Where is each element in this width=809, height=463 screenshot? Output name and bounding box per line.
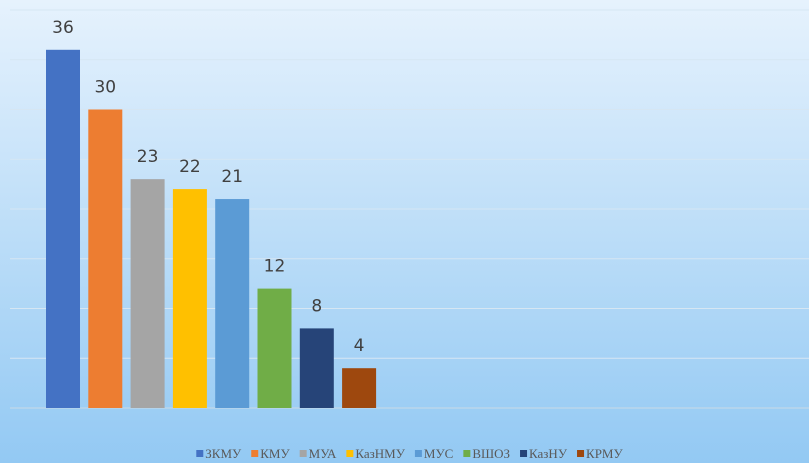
data-label: 21 bbox=[221, 167, 243, 187]
legend-swatch bbox=[251, 450, 259, 457]
data-label: 8 bbox=[311, 296, 322, 316]
bar bbox=[299, 328, 334, 408]
bar bbox=[257, 288, 292, 408]
data-label: 36 bbox=[52, 18, 74, 38]
legend-label: МУА bbox=[309, 446, 337, 461]
bar bbox=[215, 199, 250, 408]
legend-label: ЗКМУ bbox=[205, 446, 242, 461]
legend-swatch bbox=[196, 450, 204, 457]
legend-label: КРМУ bbox=[586, 446, 623, 461]
legend-swatch bbox=[346, 450, 354, 457]
data-label: 12 bbox=[264, 257, 286, 277]
legend-swatch bbox=[520, 450, 528, 457]
legend-label: КазНУ bbox=[529, 446, 568, 461]
legend-swatch bbox=[463, 450, 471, 457]
legend-swatch bbox=[299, 450, 307, 457]
data-label: 4 bbox=[354, 336, 365, 356]
bar bbox=[342, 368, 377, 408]
legend-label: КМУ bbox=[260, 446, 290, 461]
bar bbox=[172, 189, 207, 408]
data-label: 22 bbox=[179, 157, 201, 177]
legend-swatch bbox=[577, 450, 585, 457]
bar bbox=[130, 179, 165, 408]
legend-swatch bbox=[414, 450, 422, 457]
data-label: 30 bbox=[94, 78, 116, 98]
legend-label: КазНМУ bbox=[355, 446, 405, 461]
legend-label: МУС bbox=[424, 446, 453, 461]
bar bbox=[46, 49, 80, 409]
bar bbox=[88, 109, 123, 408]
data-label: 23 bbox=[137, 147, 159, 167]
legend-label: ВШОЗ bbox=[472, 446, 510, 461]
